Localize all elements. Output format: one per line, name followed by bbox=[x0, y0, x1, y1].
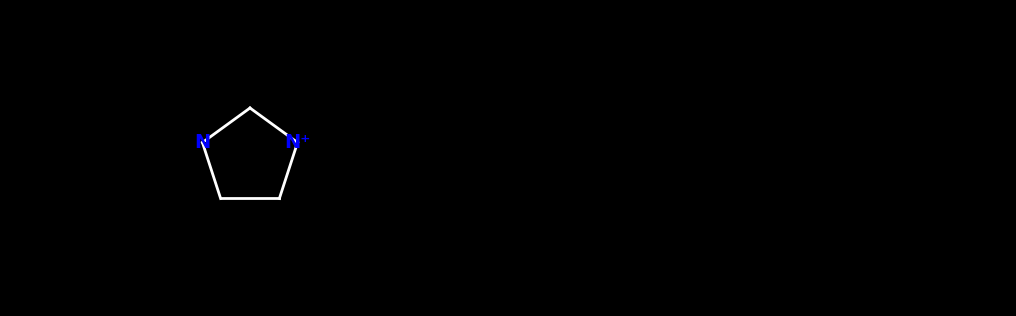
Text: N: N bbox=[194, 133, 210, 152]
Text: N⁺: N⁺ bbox=[284, 133, 311, 152]
